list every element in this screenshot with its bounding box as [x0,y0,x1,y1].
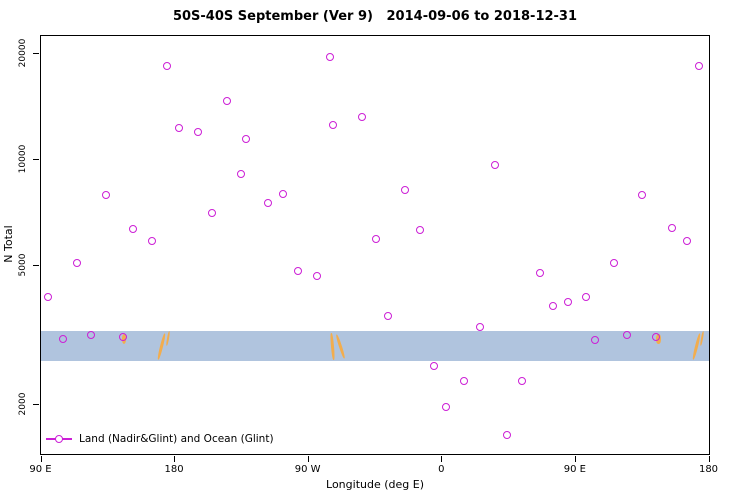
data-point [129,225,138,234]
x-tick-label: 0 [438,464,445,475]
data-point [293,266,302,275]
legend-circle-icon [55,435,63,443]
x-axis-label: Longitude (deg E) [326,478,424,491]
data-point [623,330,632,339]
data-point [415,226,424,235]
data-point [400,186,409,195]
data-point [372,235,381,244]
chart-title: 50S-40S September (Ver 9) 2014-09-06 to … [172,9,578,24]
data-point [175,123,184,132]
x-tick-mark [174,456,176,462]
x-tick-label: 90 W [294,464,321,475]
data-point [476,322,485,331]
x-tick-mark [40,456,42,462]
data-point [241,134,250,143]
data-point [237,170,246,179]
x-tick-mark [708,456,710,462]
land-mark [699,331,705,347]
data-point [72,258,81,267]
y-tick-mark [33,404,39,406]
data-point [535,268,544,277]
map-strip-band [41,331,709,362]
y-tick-label: 10000 [18,144,28,174]
x-tick-label: 180 [164,464,184,475]
data-point [503,431,512,440]
data-point [207,209,216,218]
data-point [581,292,590,301]
y-tick-mark [33,53,39,55]
land-mark [157,332,167,360]
data-point [222,96,231,105]
land-mark [691,332,702,360]
y-axis-label: N Total [2,225,15,263]
x-tick-label: 90 E [29,464,52,475]
data-point [44,292,53,301]
data-point [442,403,451,412]
land-mark [330,332,336,361]
y-tick-label: 20000 [18,39,28,68]
data-point [667,224,676,233]
data-point [326,53,335,62]
legend-label: Land (Nadir&Glint) and Ocean (Glint) [79,433,274,445]
data-point [563,297,572,306]
x-tick-label: 90 E [563,464,586,475]
y-tick-mark [33,159,39,161]
data-point [694,61,703,70]
y-tick-label: 5000 [18,253,28,277]
legend-marker [46,435,72,444]
data-point [682,237,691,246]
data-point [609,258,618,267]
data-point [517,377,526,386]
data-point [651,332,660,341]
x-tick-mark [441,456,443,462]
y-tick-mark [33,264,39,266]
data-point [313,272,322,281]
data-point [460,377,469,386]
data-point [329,120,338,129]
data-point [430,361,439,370]
data-point [278,190,287,199]
plot-area: Land (Nadir&Glint) and Ocean (Glint) [40,35,710,455]
data-point [118,332,127,341]
legend: Land (Nadir&Glint) and Ocean (Glint) [46,433,274,445]
land-mark [334,333,346,359]
data-point [194,127,203,136]
x-tick-mark [307,456,309,462]
data-point [491,161,500,170]
data-point [87,330,96,339]
data-point [163,61,172,70]
x-tick-label: 180 [698,464,719,475]
data-point [549,301,558,310]
data-point [357,112,366,121]
data-point [590,335,599,344]
land-mark [165,331,171,347]
data-point [59,334,68,343]
data-point [264,199,273,208]
data-point [148,237,157,246]
y-tick-label: 2000 [18,393,28,416]
data-point [384,311,393,320]
data-point [638,191,647,200]
data-point [102,191,111,200]
x-tick-mark [574,456,576,462]
